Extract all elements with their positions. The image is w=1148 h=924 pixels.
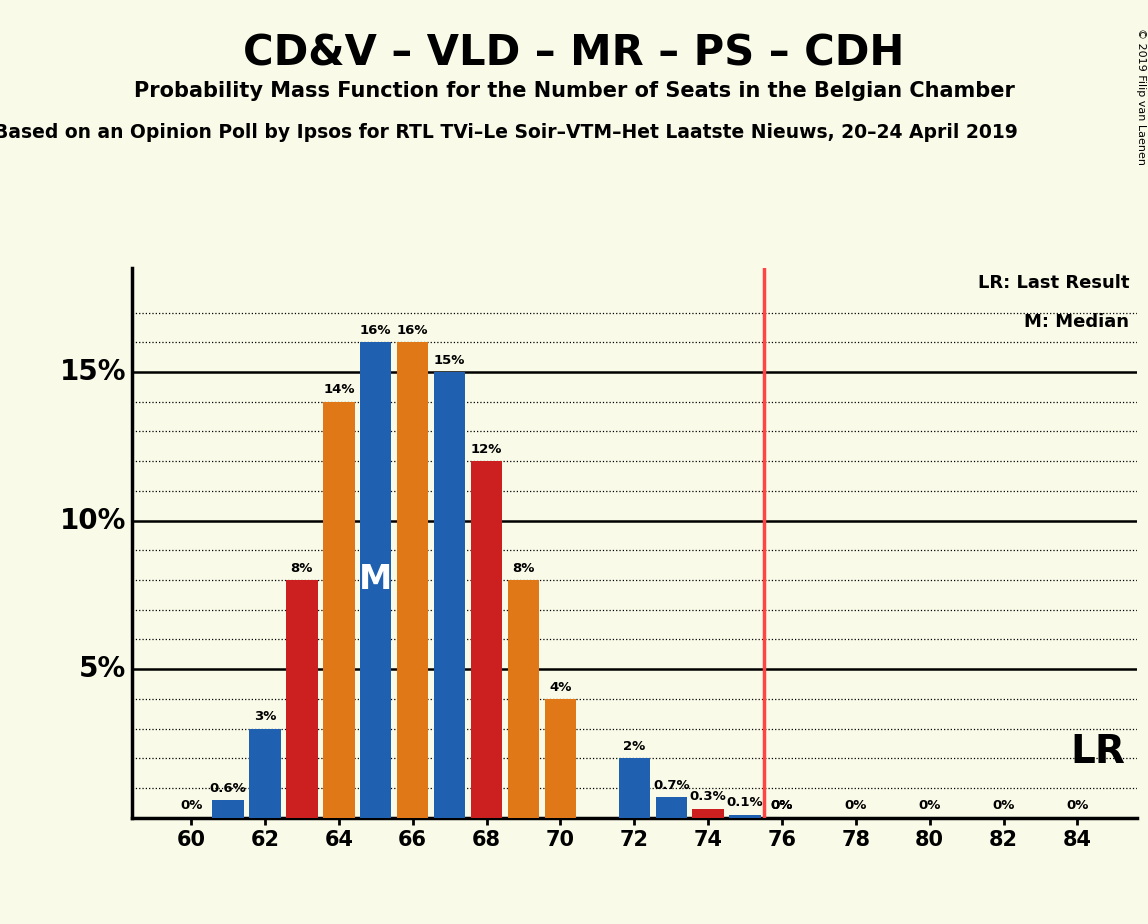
Text: 0.1%: 0.1% bbox=[727, 796, 763, 809]
Bar bbox=[507, 580, 540, 818]
Bar bbox=[729, 815, 761, 818]
Text: 15%: 15% bbox=[434, 354, 465, 367]
Text: LR: LR bbox=[1071, 734, 1125, 772]
Bar bbox=[692, 808, 724, 818]
Text: 0%: 0% bbox=[918, 799, 941, 812]
Bar bbox=[544, 699, 576, 818]
Bar bbox=[249, 729, 280, 818]
Text: 5%: 5% bbox=[79, 655, 126, 683]
Bar bbox=[397, 342, 428, 818]
Text: 4%: 4% bbox=[549, 680, 572, 694]
Bar bbox=[434, 372, 465, 818]
Text: 2%: 2% bbox=[623, 740, 645, 753]
Text: 8%: 8% bbox=[290, 562, 313, 575]
Text: M: Median: M: Median bbox=[1024, 312, 1130, 331]
Text: Probability Mass Function for the Number of Seats in the Belgian Chamber: Probability Mass Function for the Number… bbox=[133, 81, 1015, 102]
Text: 12%: 12% bbox=[471, 443, 502, 456]
Text: M: M bbox=[359, 564, 393, 597]
Text: 0%: 0% bbox=[770, 799, 793, 812]
Text: 16%: 16% bbox=[397, 324, 428, 337]
Text: 16%: 16% bbox=[360, 324, 391, 337]
Text: 0.3%: 0.3% bbox=[690, 790, 727, 804]
Text: 0%: 0% bbox=[1066, 799, 1088, 812]
Text: 8%: 8% bbox=[512, 562, 535, 575]
Text: CD&V – VLD – MR – PS – CDH: CD&V – VLD – MR – PS – CDH bbox=[243, 32, 905, 74]
Text: 0%: 0% bbox=[770, 799, 793, 812]
Bar bbox=[656, 796, 687, 818]
Bar bbox=[286, 580, 318, 818]
Text: 0%: 0% bbox=[992, 799, 1015, 812]
Text: 0%: 0% bbox=[845, 799, 867, 812]
Text: 0%: 0% bbox=[180, 799, 202, 812]
Text: 0.7%: 0.7% bbox=[653, 779, 690, 792]
Text: 10%: 10% bbox=[60, 506, 126, 535]
Text: 14%: 14% bbox=[323, 383, 355, 396]
Text: 3%: 3% bbox=[254, 711, 277, 723]
Bar bbox=[619, 759, 650, 818]
Text: © 2019 Filip van Laenen: © 2019 Filip van Laenen bbox=[1135, 28, 1146, 164]
Text: LR: Last Result: LR: Last Result bbox=[978, 274, 1130, 292]
Text: Based on an Opinion Poll by Ipsos for RTL TVi–Le Soir–VTM–Het Laatste Nieuws, 20: Based on an Opinion Poll by Ipsos for RT… bbox=[0, 123, 1018, 142]
Bar bbox=[212, 800, 243, 818]
Bar bbox=[323, 402, 355, 818]
Text: 15%: 15% bbox=[60, 358, 126, 386]
Bar bbox=[360, 342, 391, 818]
Bar bbox=[471, 461, 502, 818]
Text: 0.6%: 0.6% bbox=[210, 782, 247, 795]
